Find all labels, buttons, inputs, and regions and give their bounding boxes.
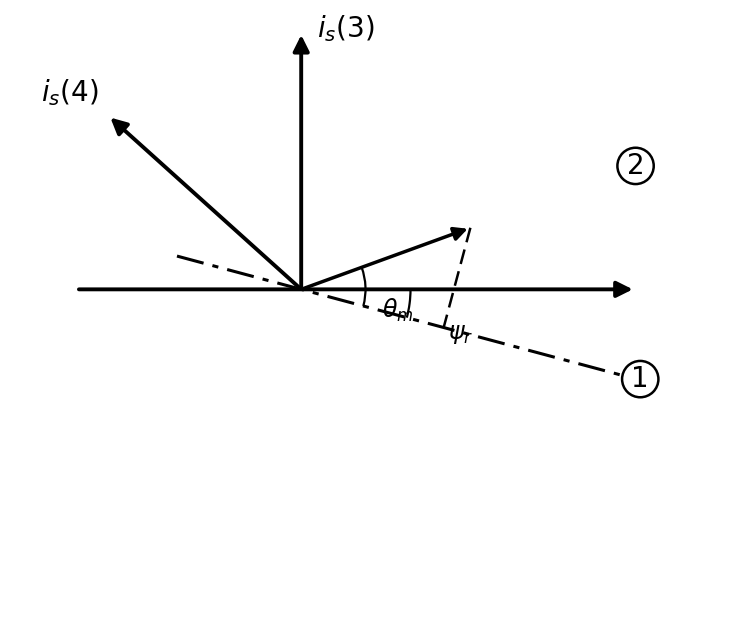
Text: $\psi_r$: $\psi_r$: [448, 322, 474, 345]
Text: 1: 1: [632, 365, 649, 393]
Text: $i_s(3)$: $i_s(3)$: [317, 14, 375, 44]
Text: $\theta_m$: $\theta_m$: [382, 297, 413, 324]
Text: 2: 2: [626, 152, 644, 180]
Text: $i_s(4)$: $i_s(4)$: [41, 77, 99, 108]
